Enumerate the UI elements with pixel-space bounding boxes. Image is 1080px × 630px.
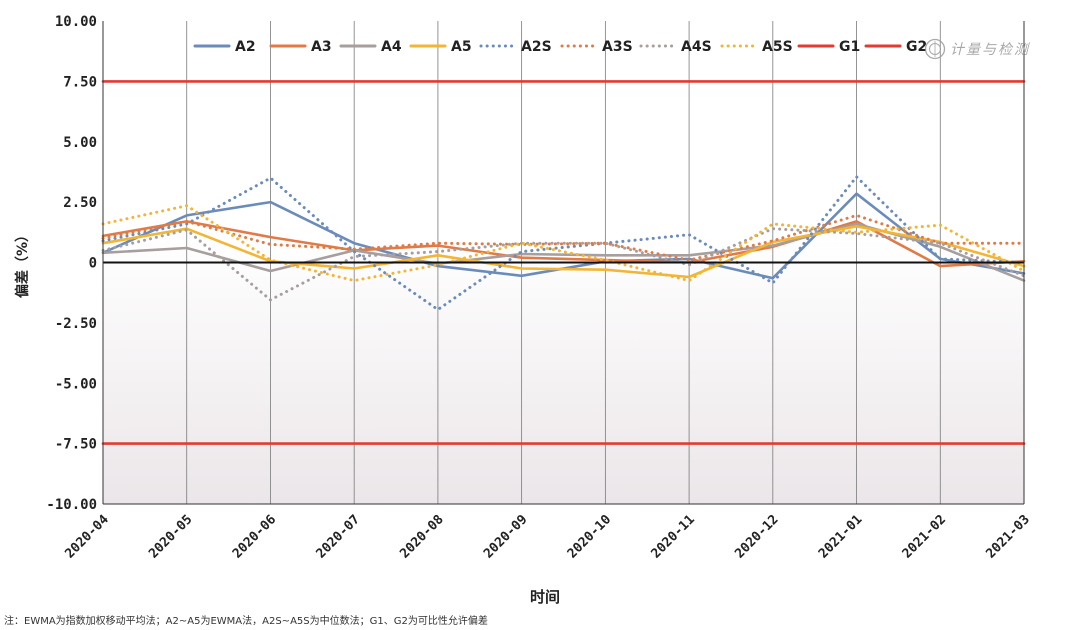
x-tick-label: 2020-06 [230, 512, 279, 561]
y-axis-label: 偏差（%） [14, 228, 31, 298]
x-tick-label: 2021-02 [900, 512, 949, 561]
legend-item-a4s: A4S [639, 39, 712, 55]
legend-label: G1 [839, 39, 860, 55]
legend-label: A5S [762, 39, 793, 55]
x-tick-label: 2020-07 [314, 512, 363, 561]
legend-item-a3s: A3S [560, 39, 633, 55]
x-tick-label: 2020-09 [481, 512, 530, 561]
series-line-a2s [101, 175, 1026, 312]
series-line-a4s [101, 227, 1026, 302]
x-tick-label: 2020-08 [397, 512, 446, 561]
y-tick-label: -5.00 [55, 376, 97, 392]
legend-item-a5: A5 [409, 39, 472, 55]
x-tick-label: 2020-12 [732, 512, 781, 561]
legend-item-a3: A3 [269, 39, 332, 55]
series-line-a3s [101, 213, 1026, 262]
y-tick-label: -7.50 [55, 437, 97, 453]
y-tick-label: 0 [89, 256, 97, 272]
legend-item-a2: A2 [193, 39, 256, 55]
y-tick-label: -10.00 [46, 497, 97, 513]
x-tick-label: 2021-03 [983, 512, 1032, 561]
footnote: 注：EWMA为指数加权移动平均法；A2~A5为EWMA法，A2S~A5S为中位数… [4, 616, 488, 627]
series-line-a5 [101, 225, 1026, 279]
legend-item-a4: A4 [339, 39, 402, 55]
legend-label: A4 [381, 39, 402, 55]
legend-label: A4S [681, 39, 712, 55]
legend-label: A3S [602, 39, 633, 55]
x-tick-label: 2020-04 [62, 512, 111, 561]
x-tick-label: 2020-10 [565, 512, 614, 561]
legend-item-a5s: A5S [720, 39, 793, 55]
seal-icon [924, 38, 946, 60]
x-tick-label: 2020-11 [649, 512, 698, 561]
watermark-text: 计量与检测 [950, 42, 1030, 58]
legend-item-a2s: A2S [479, 39, 552, 55]
legend-label: A2S [521, 39, 552, 55]
legend-label: A5 [451, 39, 472, 55]
x-tick-label: 2020-05 [146, 512, 195, 561]
y-tick-label: 10.00 [55, 14, 97, 30]
x-tick-label: 2021-01 [816, 512, 865, 561]
legend-label: G2 [906, 39, 927, 55]
watermark: 计量与检测 [924, 38, 1030, 60]
x-axis-label: 时间 [530, 588, 560, 606]
y-tick-label: -2.50 [55, 316, 97, 332]
legend-label: A2 [235, 39, 256, 55]
legend-item-g2: G2 [864, 39, 927, 55]
y-tick-label: 5.00 [63, 135, 97, 151]
y-tick-label: 7.50 [63, 74, 97, 90]
legend-label: A3 [311, 39, 332, 55]
y-tick-label: 2.50 [63, 195, 97, 211]
legend-item-g1: G1 [797, 39, 860, 55]
